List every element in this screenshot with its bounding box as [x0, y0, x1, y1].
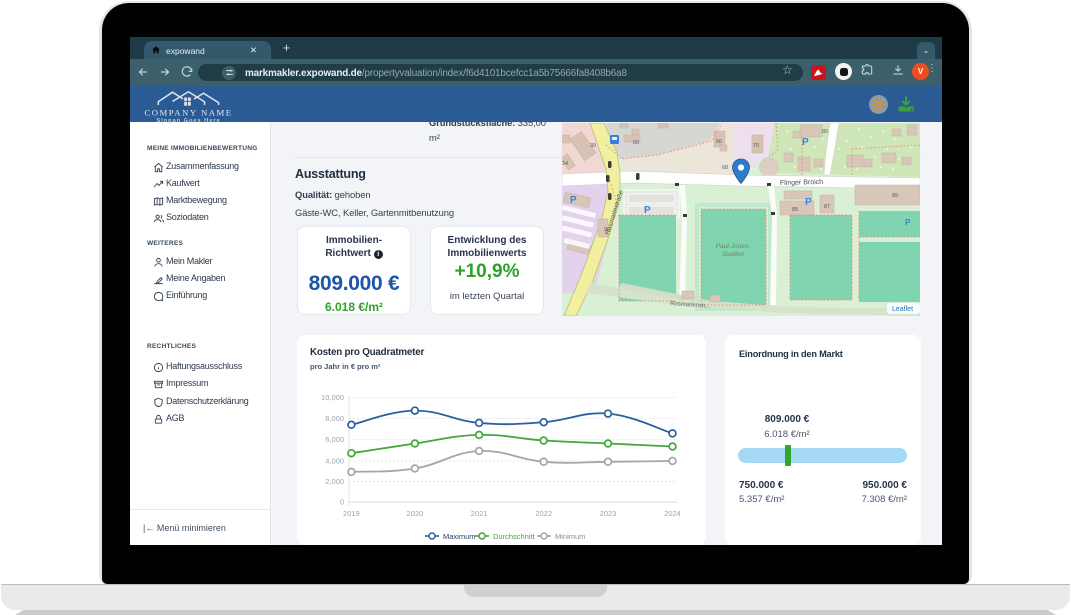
svg-text:6,000: 6,000 — [325, 435, 344, 444]
svg-text:Flinger Broich: Flinger Broich — [780, 179, 823, 187]
svg-text:P: P — [905, 218, 911, 227]
svg-text:89: 89 — [892, 193, 898, 199]
svg-text:85: 85 — [792, 207, 798, 213]
svg-text:10,000: 10,000 — [321, 393, 344, 402]
svg-text:0: 0 — [340, 498, 344, 507]
svg-text:87: 87 — [824, 204, 830, 210]
svg-text:34: 34 — [562, 161, 568, 167]
svg-text:66: 66 — [716, 139, 722, 145]
svg-text:Stadion: Stadion — [722, 251, 744, 258]
svg-text:39: 39 — [590, 143, 596, 149]
svg-text:Slogan Goes Here: Slogan Goes Here — [156, 118, 220, 124]
svg-text:4,000: 4,000 — [325, 457, 344, 466]
svg-text:2,000: 2,000 — [325, 477, 344, 486]
svg-text:90: 90 — [604, 227, 610, 233]
svg-text:2023: 2023 — [600, 509, 617, 518]
svg-text:2024: 2024 — [664, 509, 681, 518]
svg-text:P: P — [570, 195, 577, 206]
svg-text:P: P — [802, 137, 809, 148]
svg-text:70: 70 — [753, 143, 759, 149]
svg-text:P: P — [644, 205, 651, 216]
svg-text:Leaflet: Leaflet — [892, 306, 913, 313]
svg-text:COMPANY NAME: COMPANY NAME — [144, 108, 232, 118]
svg-text:8,000: 8,000 — [325, 414, 344, 423]
svg-text:Rosmarienstr...: Rosmarienstr... — [670, 301, 711, 310]
svg-text:2021: 2021 — [471, 509, 488, 518]
svg-text:Durchschnitt: Durchschnitt — [493, 532, 536, 541]
svg-text:Paul-Jones-: Paul-Jones- — [716, 243, 752, 250]
svg-text:Minimum: Minimum — [555, 532, 585, 541]
svg-text:Maximum: Maximum — [443, 532, 476, 541]
svg-text:2020: 2020 — [407, 509, 424, 518]
svg-text:80: 80 — [822, 129, 828, 135]
svg-text:2022: 2022 — [535, 509, 552, 518]
svg-text:66: 66 — [633, 140, 639, 146]
svg-text:2019: 2019 — [343, 509, 360, 518]
svg-text:P: P — [805, 197, 812, 208]
svg-text:68: 68 — [722, 165, 728, 171]
